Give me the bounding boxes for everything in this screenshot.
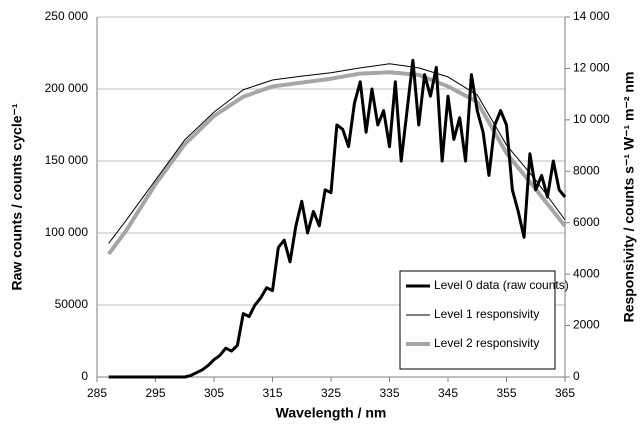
y-tick-label: 150 000 <box>45 153 89 167</box>
series-line <box>108 63 566 244</box>
y2-axis-title: Responsivity / counts s⁻¹ W⁻¹ m⁻² nm <box>621 72 637 323</box>
x-tick-label: 305 <box>204 386 224 400</box>
legend-label: Level 0 data (raw counts) <box>434 278 569 292</box>
y2-tick-label: 10 000 <box>573 112 610 126</box>
y2-tick-label: 4000 <box>573 266 600 280</box>
x-tick-label: 345 <box>438 386 458 400</box>
legend-label: Level 2 responsivity <box>434 336 539 350</box>
x-axis-title: Wavelength / nm <box>276 405 387 421</box>
y2-tick-label: 14 000 <box>573 9 610 23</box>
x-tick-label: 285 <box>87 386 107 400</box>
y2-tick-label: 6000 <box>573 215 600 229</box>
y-tick-label: 100 000 <box>45 225 89 239</box>
x-tick-label: 325 <box>321 386 341 400</box>
y-tick-label: 250 000 <box>45 9 89 23</box>
y-axis-title: Raw counts / counts cycle⁻¹ <box>9 103 25 290</box>
legend: Level 0 data (raw counts) Level 1 respons… <box>399 270 569 370</box>
y-tick-label: 50000 <box>55 297 89 311</box>
y2-tick-label: 0 <box>573 369 580 383</box>
x-tick-label: 335 <box>379 386 399 400</box>
x-tick-label: 355 <box>496 386 516 400</box>
y2-tick-label: 12 000 <box>573 61 610 75</box>
x-tick-label: 295 <box>145 386 165 400</box>
y-tick-label: 200 000 <box>45 81 89 95</box>
series-line <box>107 70 567 256</box>
x-tick-label: 315 <box>262 386 282 400</box>
x-tick-label: 365 <box>555 386 575 400</box>
y2-tick-label: 8000 <box>573 163 600 177</box>
series-line <box>108 58 567 379</box>
legend-label: Level 1 responsivity <box>434 307 539 321</box>
y2-tick-label: 2000 <box>573 318 600 332</box>
y-tick-label: 0 <box>81 369 88 383</box>
